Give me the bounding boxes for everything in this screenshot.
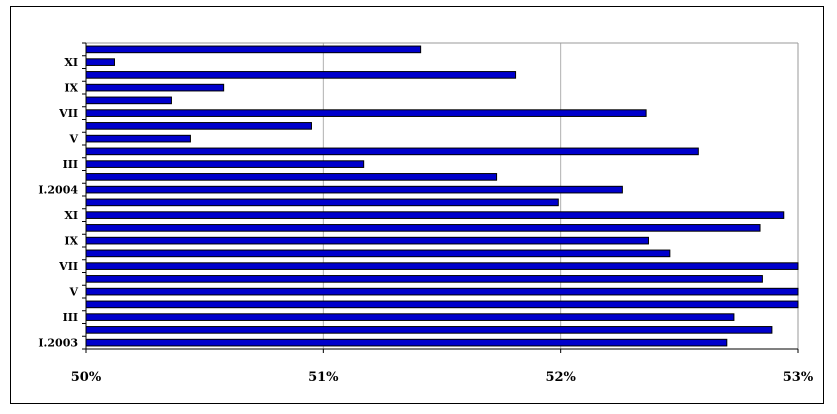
bar (85, 326, 773, 334)
bar (85, 338, 728, 347)
bar (85, 122, 312, 130)
bar (85, 134, 191, 143)
x-tick-label: 51% (308, 370, 339, 385)
bar (85, 160, 365, 168)
y-tick-label: XI (64, 56, 78, 69)
bar (85, 173, 498, 181)
y-tick-label: I.2003 (38, 337, 78, 350)
bar (85, 236, 649, 245)
y-tick-label: VII (58, 107, 78, 120)
bar-chart: I.2003 III V VII IX XI I.2004 III V VII IX XI 50% 51%… (38, 42, 814, 385)
y-tick-label: V (68, 133, 78, 146)
bar (85, 313, 735, 321)
bar (85, 249, 671, 258)
y-tick-label: III (63, 311, 78, 324)
x-tick-label: 53% (783, 370, 814, 385)
bar (85, 71, 517, 79)
bar (85, 262, 799, 270)
bar (85, 224, 761, 232)
y-tick-label: I.2004 (38, 184, 78, 197)
chart-frame: I.2003 III V VII IX XI I.2004 III V VII IX XI 50% 51%… (10, 6, 824, 404)
bar (85, 147, 699, 156)
bar (85, 211, 785, 219)
y-tick-label: IX (64, 82, 78, 95)
bar (85, 83, 225, 92)
x-tick-label: 50% (71, 370, 102, 385)
y-tick-label: VII (58, 260, 78, 273)
bar (85, 198, 559, 207)
y-tick-label: XI (64, 209, 78, 222)
bar (85, 185, 623, 194)
y-tick-label: V (68, 286, 78, 299)
bar (85, 109, 647, 117)
bar (85, 45, 422, 54)
bar (85, 287, 799, 296)
y-tick-label: IX (64, 235, 78, 248)
y-tick-label: III (63, 158, 78, 171)
bar (85, 96, 172, 105)
x-tick-label: 52% (545, 370, 576, 385)
bar (85, 300, 799, 309)
bar (85, 58, 115, 66)
bar (85, 275, 763, 283)
